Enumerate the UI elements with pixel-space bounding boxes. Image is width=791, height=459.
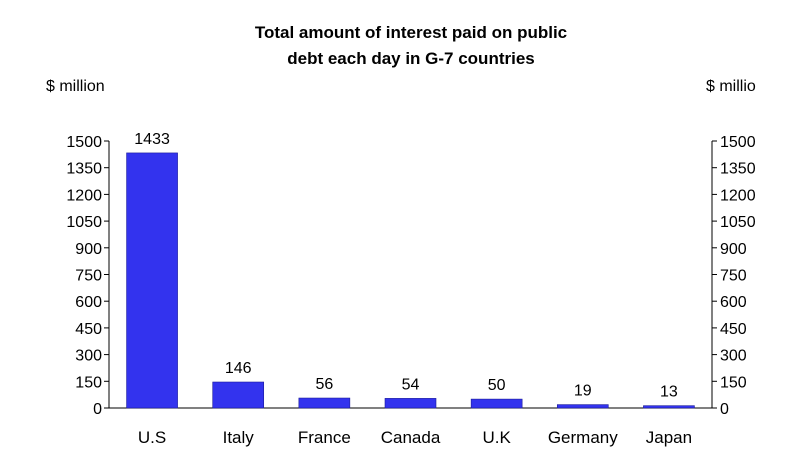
- x-tick-label: U.S: [138, 428, 166, 447]
- y-tick-label-left: 1350: [66, 161, 102, 178]
- y-tick-label-left: 150: [75, 374, 102, 391]
- y-tick-label-left: 900: [75, 241, 102, 258]
- y-tick-label-right: 600: [720, 294, 747, 311]
- chart-title-line-2: debt each day in G-7 countries: [287, 49, 535, 68]
- y-tick-label-right: 750: [720, 268, 747, 285]
- y-tick-label-right: 1500: [720, 134, 756, 151]
- data-label: 19: [574, 383, 592, 400]
- x-tick-label: France: [298, 428, 351, 447]
- y-tick-label-right: 300: [720, 348, 747, 365]
- bar: [470, 398, 523, 409]
- y-tick-label-right: 1050: [720, 214, 756, 231]
- x-tick-label: Italy: [223, 428, 255, 447]
- y-tick-label-left: 750: [75, 268, 102, 285]
- data-label: 1433: [134, 131, 170, 148]
- y-tick-label-right: 450: [720, 321, 747, 338]
- y-tick-label-left: 1050: [66, 214, 102, 231]
- y-tick-label-right: 150: [720, 374, 747, 391]
- y-tick-label-left: 600: [75, 294, 102, 311]
- chart-title-line-1: Total amount of interest paid on public: [255, 23, 567, 42]
- y-tick-label-right: 0: [720, 401, 729, 418]
- data-label: 146: [225, 360, 252, 377]
- bar: [556, 404, 609, 409]
- y-tick-label-right: 1350: [720, 161, 756, 178]
- y-tick-label-left: 0: [93, 401, 102, 418]
- data-label: 50: [488, 377, 506, 394]
- bar: [212, 381, 265, 409]
- y-axis-label-left: $ million: [46, 78, 105, 95]
- x-tick-label: Canada: [381, 428, 441, 447]
- y-tick-label-right: 900: [720, 241, 747, 258]
- y-tick-label-left: 1500: [66, 134, 102, 151]
- y-tick-label-left: 300: [75, 348, 102, 365]
- data-label: 54: [402, 376, 420, 393]
- bars: [126, 152, 695, 409]
- bar: [643, 405, 695, 409]
- bar: [126, 152, 178, 409]
- bar: [384, 398, 437, 409]
- axes: 0 0 150 150 300 300 450 450 600 600 750 750 900 900 10…: [66, 134, 755, 418]
- x-tick-label: U.K: [482, 428, 511, 447]
- y-tick-label-left: 450: [75, 321, 102, 338]
- x-tick-label: Germany: [548, 428, 618, 447]
- y-tick-label-right: 1200: [720, 187, 756, 204]
- y-axis-label-right: $ millio: [706, 78, 756, 95]
- bar: [298, 397, 351, 409]
- data-label: 13: [660, 384, 678, 401]
- y-tick-label-left: 1200: [66, 187, 102, 204]
- data-labels: 1433 U.S 146 Italy 56 France 54 Canada 50 U.K 19 Ge…: [134, 131, 692, 447]
- x-tick-label: Japan: [646, 428, 692, 447]
- data-label: 56: [315, 376, 333, 393]
